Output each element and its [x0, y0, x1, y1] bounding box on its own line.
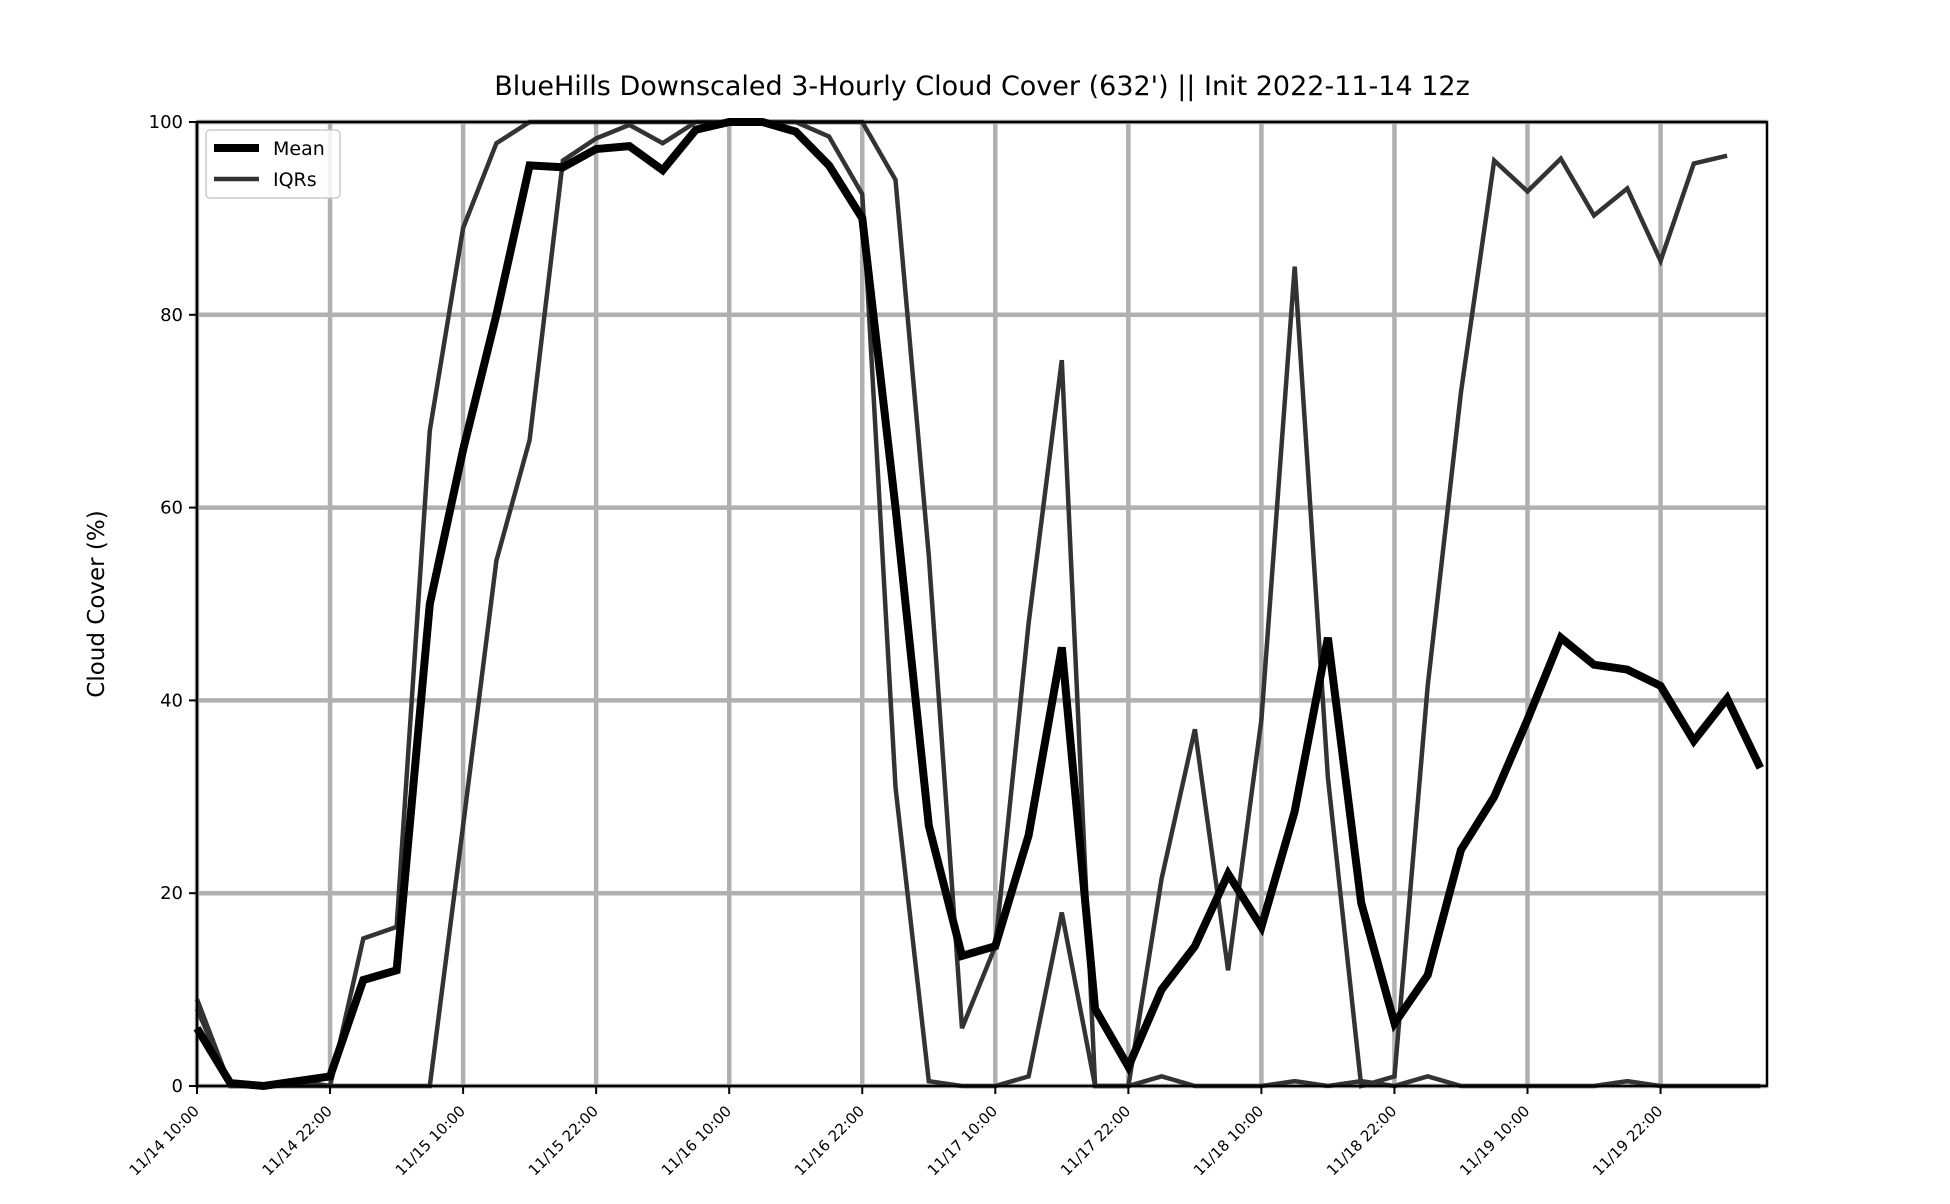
x-tick-label: 11/18 10:00: [1190, 1102, 1267, 1179]
legend: Mean IQRs: [205, 129, 341, 199]
y-axis-ticks: 0 20 40 60 80 100: [149, 112, 197, 1097]
x-tick-label: 11/14 10:00: [126, 1102, 203, 1179]
x-tick-label: 11/15 10:00: [392, 1102, 469, 1179]
y-tick-label: 20: [160, 883, 183, 904]
y-tick-label: 40: [160, 690, 183, 711]
legend-label-iqrs: IQRs: [273, 169, 317, 191]
x-tick-label: 11/17 10:00: [924, 1102, 1001, 1179]
x-tick-label: 11/18 22:00: [1323, 1102, 1400, 1179]
y-tick-label: 60: [160, 498, 183, 519]
x-tick-label: 11/16 10:00: [658, 1102, 735, 1179]
y-axis-label: Cloud Cover (%): [84, 510, 110, 697]
series-line-mean: [193, 118, 1764, 1091]
y-tick-label: 80: [160, 305, 183, 326]
x-axis-ticks: 11/14 10:00 11/14 22:00 11/15 10:00 11/15 2…: [126, 1086, 1666, 1179]
chart-title: BlueHills Downscaled 3-Hourly Cloud Cove…: [494, 71, 1470, 102]
legend-label-mean: Mean: [273, 138, 325, 160]
x-tick-label: 11/15 22:00: [525, 1102, 602, 1179]
x-tick-label: 11/17 22:00: [1057, 1102, 1134, 1179]
plot-frame: [195, 120, 1769, 1088]
y-tick-label: 100: [149, 112, 183, 133]
y-tick-label: 0: [172, 1076, 183, 1097]
x-tick-label: 11/19 10:00: [1456, 1102, 1533, 1179]
x-tick-label: 11/19 22:00: [1589, 1102, 1666, 1179]
x-tick-label: 11/16 22:00: [791, 1102, 868, 1179]
series-line-iqr-upper: [194, 119, 1728, 1089]
x-tick-label: 11/14 22:00: [259, 1102, 336, 1179]
